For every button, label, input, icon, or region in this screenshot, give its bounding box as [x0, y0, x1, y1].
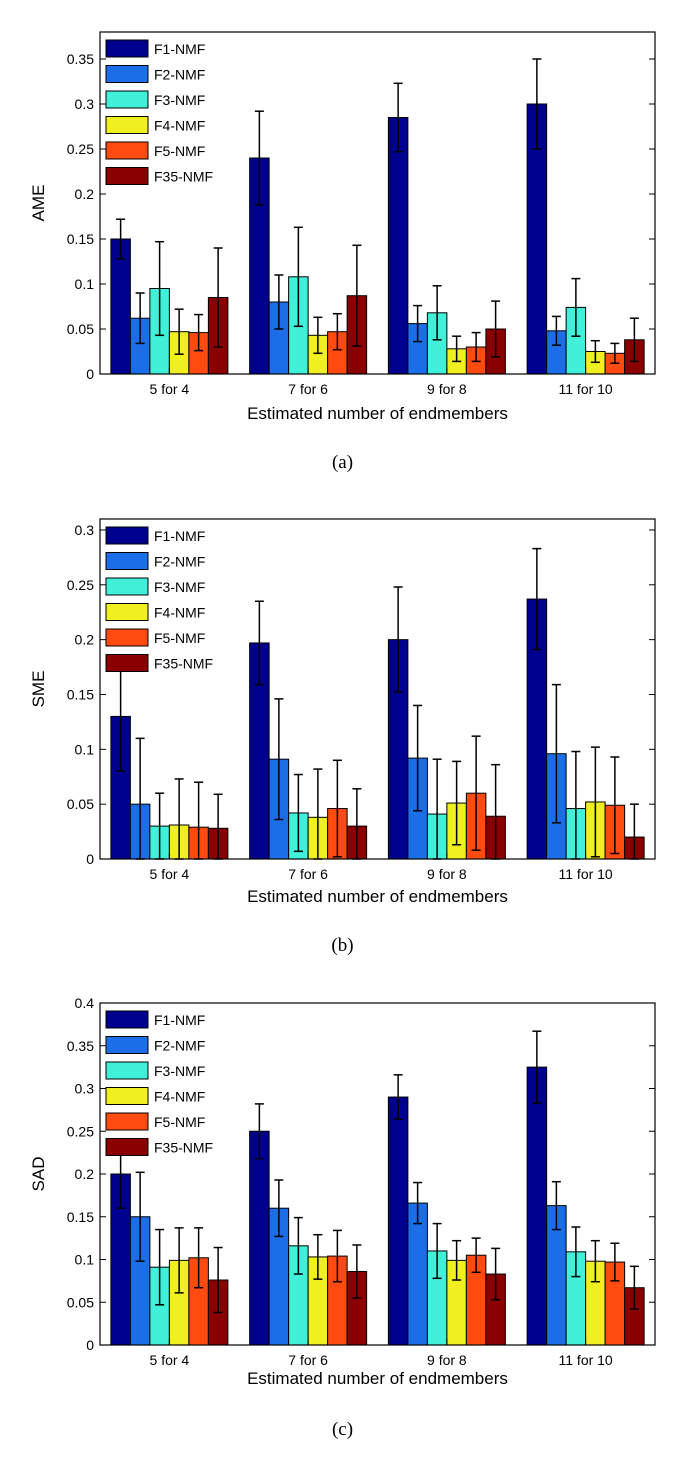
x-tick-label: 9 for 8	[427, 381, 467, 397]
y-tick-label: 0	[86, 851, 94, 867]
legend-label: F5-NMF	[154, 1114, 205, 1130]
legend-swatch	[105, 1112, 149, 1131]
legend-label: F4-NMF	[154, 118, 205, 134]
y-tick-label: 0.35	[67, 51, 94, 67]
legend-swatch	[105, 141, 149, 160]
x-axis-title: Estimated number of endmembers	[247, 887, 508, 906]
legend-swatch	[105, 1138, 149, 1156]
bar	[387, 1096, 409, 1346]
legend-swatch	[105, 1036, 149, 1054]
legend-swatch	[105, 628, 149, 647]
legend-label: F3-NMF	[154, 1063, 205, 1079]
x-tick-label: 9 for 8	[427, 1352, 467, 1368]
y-tick-label: 0.05	[67, 321, 94, 337]
x-axis-title: Estimated number of endmembers	[247, 1369, 508, 1388]
figure-caption: (c)	[332, 1419, 353, 1440]
y-tick-label: 0.05	[67, 796, 94, 812]
legend-label: F2-NMF	[154, 67, 205, 83]
legend-swatch	[105, 1010, 149, 1029]
legend-label: F2-NMF	[154, 1038, 205, 1054]
y-axis-title: SAD	[29, 1157, 48, 1192]
axes-frame	[99, 31, 656, 375]
legend-label: F35-NMF	[154, 1140, 213, 1156]
legend-swatch	[105, 167, 149, 185]
legend-label: F1-NMF	[154, 41, 205, 57]
legend-label: F3-NMF	[154, 92, 205, 108]
y-tick-label: 0.25	[67, 141, 94, 157]
legend-swatch	[105, 654, 149, 672]
legend-swatch	[105, 90, 149, 109]
legend-swatch	[105, 526, 149, 545]
y-tick-label: 0	[86, 1337, 94, 1353]
chart-panel: 0 0.05 0.1 0.15 0.2 0.25 0.3 5 for 4 7 for 6 9 fo…	[29, 518, 656, 956]
y-tick-label: 0.4	[75, 995, 95, 1011]
legend-swatch	[105, 1061, 149, 1080]
x-tick-label: 7 for 6	[288, 381, 328, 397]
x-tick-label: 7 for 6	[288, 1352, 328, 1368]
y-tick-label: 0	[86, 366, 94, 382]
y-tick-label: 0.25	[67, 1123, 94, 1139]
y-tick-label: 0.15	[67, 1209, 94, 1225]
bar	[249, 1130, 270, 1346]
x-tick-label: 5 for 4	[150, 1352, 190, 1368]
legend-label: F5-NMF	[154, 143, 205, 159]
y-tick-label: 0.15	[67, 686, 94, 702]
x-tick-label: 11 for 10	[559, 381, 613, 397]
y-tick-label: 0.3	[75, 522, 95, 538]
legend-label: F4-NMF	[154, 1089, 205, 1105]
y-tick-label: 0.2	[75, 1166, 95, 1182]
legend-label: F5-NMF	[154, 630, 205, 646]
legend-label: F3-NMF	[154, 579, 205, 595]
y-axis-title: AME	[29, 185, 48, 222]
legend-label: F35-NMF	[154, 169, 213, 185]
axes-frame	[99, 518, 656, 860]
x-tick-label: 9 for 8	[427, 866, 467, 882]
x-tick-label: 5 for 4	[150, 381, 190, 397]
legend-label: F4-NMF	[154, 605, 205, 621]
legend-swatch	[105, 577, 149, 596]
plot-area	[100, 32, 655, 374]
figure-caption: (a)	[332, 452, 353, 473]
y-tick-label: 0.1	[75, 741, 95, 757]
legend-swatch	[105, 603, 149, 621]
legend-swatch	[105, 39, 149, 58]
x-axis-title: Estimated number of endmembers	[247, 404, 508, 423]
y-tick-label: 0.25	[67, 577, 94, 593]
y-tick-label: 0.1	[75, 1252, 95, 1268]
y-tick-label: 0.2	[75, 186, 95, 202]
y-tick-label: 0.3	[75, 1081, 95, 1097]
chart-panel: 0 0.05 0.1 0.15 0.2 0.25 0.3 0.35 5 for 4 7 for 6…	[29, 31, 656, 473]
y-tick-label: 0.1	[75, 276, 95, 292]
legend-swatch	[105, 65, 149, 83]
chart-panel: 0 0.05 0.1 0.15 0.2 0.25 0.3 0.35 0.4 5 for 4 7 fo…	[29, 995, 656, 1440]
bar	[407, 1202, 428, 1346]
legend-label: F35-NMF	[154, 656, 213, 672]
x-tick-label: 7 for 6	[288, 866, 328, 882]
legend-label: F2-NMF	[154, 554, 205, 570]
y-axis-title: SME	[29, 671, 48, 708]
legend-label: F1-NMF	[154, 528, 205, 544]
x-tick-label: 5 for 4	[150, 866, 190, 882]
y-tick-label: 0.05	[67, 1294, 94, 1310]
y-tick-label: 0.3	[75, 96, 95, 112]
legend-swatch	[105, 116, 149, 134]
y-tick-label: 0.35	[67, 1038, 94, 1054]
x-tick-label: 11 for 10	[559, 866, 613, 882]
legend-swatch	[105, 1087, 149, 1105]
bar	[526, 1066, 548, 1346]
x-tick-label: 11 for 10	[559, 1352, 613, 1368]
figure-caption: (b)	[331, 935, 353, 956]
bar	[387, 117, 409, 375]
y-tick-label: 0.15	[67, 231, 94, 247]
y-tick-label: 0.2	[75, 632, 95, 648]
legend-swatch	[105, 552, 149, 570]
plot-area	[100, 519, 655, 859]
legend-label: F1-NMF	[154, 1012, 205, 1028]
